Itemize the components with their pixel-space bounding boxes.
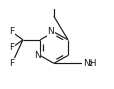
- Text: NH: NH: [82, 59, 95, 68]
- Text: F: F: [9, 43, 14, 52]
- Text: 2: 2: [87, 61, 92, 67]
- Text: F: F: [9, 27, 14, 36]
- Text: F: F: [9, 59, 14, 68]
- Text: N: N: [47, 27, 54, 36]
- Text: N: N: [34, 51, 40, 60]
